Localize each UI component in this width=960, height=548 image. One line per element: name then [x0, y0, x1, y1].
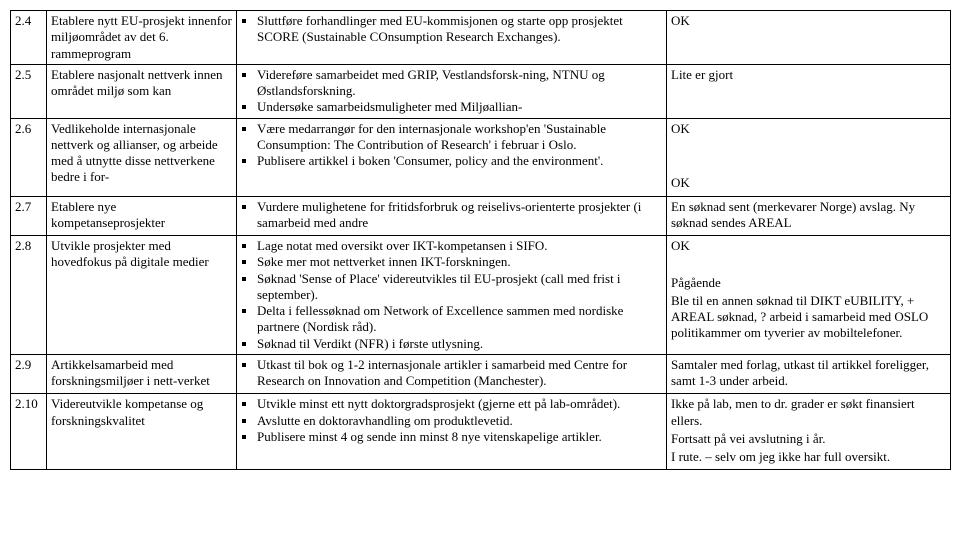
row-actions: Utvikle minst ett nytt doktorgradsprosje…	[237, 394, 667, 470]
row-status: OK Pågående Ble til en annen søknad til D…	[667, 236, 951, 355]
row-status: Lite er gjort	[667, 64, 951, 118]
plan-table: 2.4Etablere nytt EU-prosjekt innenfor mi…	[10, 10, 951, 470]
status-line: OK	[671, 121, 946, 137]
action-bullet: Være medarrangør for den internasjonale …	[257, 121, 662, 154]
status-line: Ikke på lab, men to dr. grader er søkt f…	[671, 396, 946, 429]
action-bullet: Avslutte en doktoravhandling om produktl…	[257, 413, 662, 429]
table-row: 2.6Vedlikeholde internasjonale nettverk …	[11, 118, 951, 196]
action-bullet: Lage notat med oversikt over IKT-kompeta…	[257, 238, 662, 254]
action-bullet: Søknad 'Sense of Place' videreutvikles t…	[257, 271, 662, 304]
status-line: OK	[671, 175, 946, 191]
table-row: 2.5Etablere nasjonalt nettverk innen omr…	[11, 64, 951, 118]
action-bullet: Undersøke samarbeidsmuligheter med Miljø…	[257, 99, 662, 115]
row-actions: Utkast til bok og 1-2 internasjonale art…	[237, 354, 667, 394]
table-row: 2.10Videreutvikle kompetanse og forsknin…	[11, 394, 951, 470]
row-status: Ikke på lab, men to dr. grader er søkt f…	[667, 394, 951, 470]
row-status: OK	[667, 11, 951, 65]
status-line: Fortsatt på vei avslutning i år.	[671, 431, 946, 447]
action-bullet: Delta i fellessøknad om Network of Excel…	[257, 303, 662, 336]
row-actions: Vurdere mulighetene for fritidsforbruk o…	[237, 196, 667, 236]
action-bullet: Videreføre samarbeidet med GRIP, Vestlan…	[257, 67, 662, 100]
status-line: En søknad sent (merkevarer Norge) avslag…	[671, 199, 946, 232]
status-line: OK	[671, 13, 946, 29]
row-number: 2.7	[11, 196, 47, 236]
row-number: 2.6	[11, 118, 47, 196]
status-line	[671, 256, 946, 272]
action-bullet: Utvikle minst ett nytt doktorgradsprosje…	[257, 396, 662, 412]
row-number: 2.5	[11, 64, 47, 118]
status-line	[671, 157, 946, 173]
row-actions: Sluttføre forhandlinger med EU-kommisjon…	[237, 11, 667, 65]
row-actions: Være medarrangør for den internasjonale …	[237, 118, 667, 196]
action-bullet: Publisere artikkel i boken 'Consumer, po…	[257, 153, 662, 169]
row-number: 2.9	[11, 354, 47, 394]
row-description: Etablere nye kompetanseprosjekter	[47, 196, 237, 236]
row-description: Etablere nytt EU-prosjekt innenfor miljø…	[47, 11, 237, 65]
row-actions: Videreføre samarbeidet med GRIP, Vestlan…	[237, 64, 667, 118]
table-row: 2.7Etablere nye kompetanseprosjekter Vurd…	[11, 196, 951, 236]
row-number: 2.4	[11, 11, 47, 65]
table-row: 2.8Utvikle prosjekter med hovedfokus på …	[11, 236, 951, 355]
action-bullet: Søke mer mot nettverket innen IKT-forskn…	[257, 254, 662, 270]
table-row: 2.4Etablere nytt EU-prosjekt innenfor mi…	[11, 11, 951, 65]
row-actions: Lage notat med oversikt over IKT-kompeta…	[237, 236, 667, 355]
status-line: Ble til en annen søknad til DIKT eUBILIT…	[671, 293, 946, 342]
status-line: Samtaler med forlag, utkast til artikkel…	[671, 357, 946, 390]
status-line: I rute. – selv om jeg ikke har full over…	[671, 449, 946, 465]
status-line: Lite er gjort	[671, 67, 946, 83]
table-row: 2.9Artikkelsamarbeid med forskningsmiljø…	[11, 354, 951, 394]
action-bullet: Søknad til Verdikt (NFR) i første utlysn…	[257, 336, 662, 352]
status-line: OK	[671, 238, 946, 254]
action-bullet: Sluttføre forhandlinger med EU-kommisjon…	[257, 13, 662, 46]
row-description: Artikkelsamarbeid med forskningsmiljøer …	[47, 354, 237, 394]
row-status: Samtaler med forlag, utkast til artikkel…	[667, 354, 951, 394]
action-bullet: Vurdere mulighetene for fritidsforbruk o…	[257, 199, 662, 232]
row-status: En søknad sent (merkevarer Norge) avslag…	[667, 196, 951, 236]
row-status: OK OK	[667, 118, 951, 196]
status-line	[671, 139, 946, 155]
row-description: Videreutvikle kompetanse og forskningskv…	[47, 394, 237, 470]
row-description: Vedlikeholde internasjonale nettverk og …	[47, 118, 237, 196]
row-description: Utvikle prosjekter med hovedfokus på dig…	[47, 236, 237, 355]
row-number: 2.8	[11, 236, 47, 355]
action-bullet: Publisere minst 4 og sende inn minst 8 n…	[257, 429, 662, 445]
action-bullet: Utkast til bok og 1-2 internasjonale art…	[257, 357, 662, 390]
status-line: Pågående	[671, 275, 946, 291]
row-description: Etablere nasjonalt nettverk innen område…	[47, 64, 237, 118]
row-number: 2.10	[11, 394, 47, 470]
